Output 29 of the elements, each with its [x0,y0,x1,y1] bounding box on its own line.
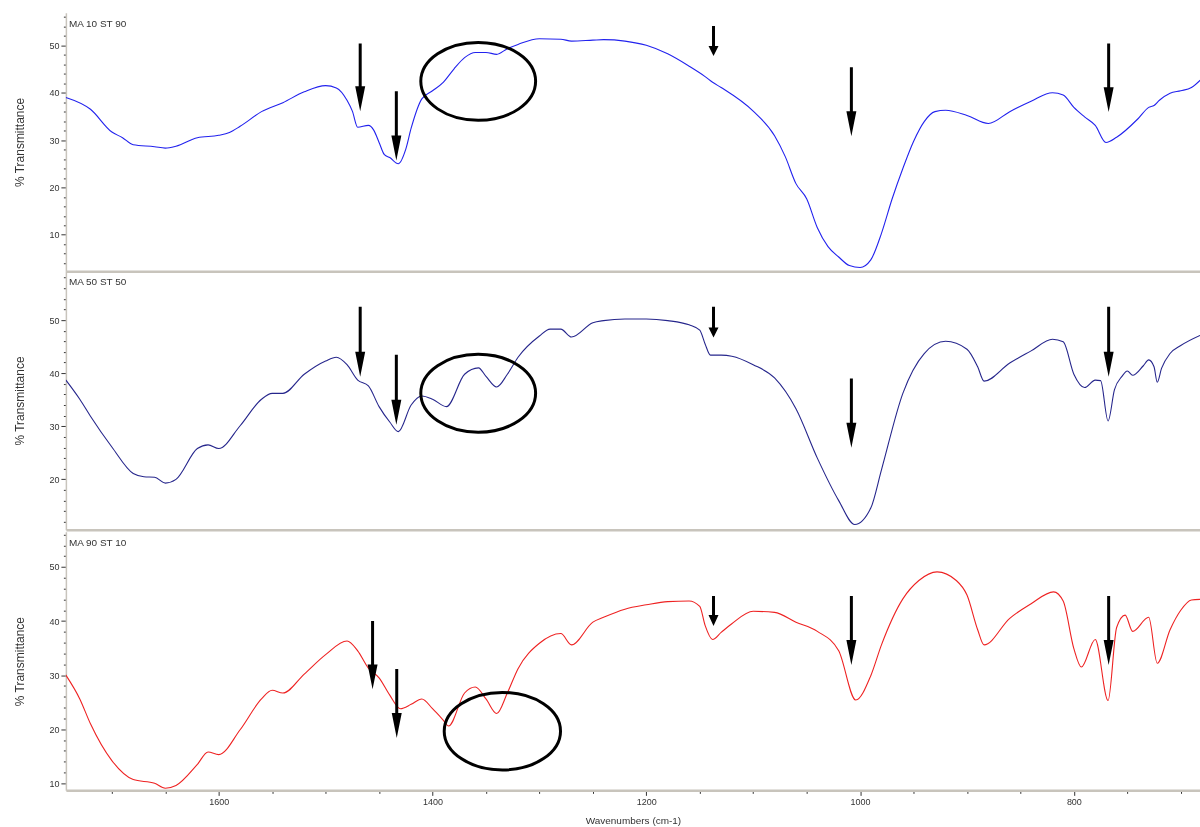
y-tick-label: 30 [49,421,60,432]
y-tick-label: 40 [49,88,60,99]
y-tick-label: 10 [49,230,60,241]
line-series [65,318,1200,526]
y-tick-label: 50 [49,562,60,573]
x-tick-label: 1000 [850,796,871,807]
x-tick-label: 1600 [209,796,230,807]
y-tick-label: 20 [49,724,60,735]
x-axis-title: Wavenumbers (cm-1) [585,814,682,826]
y-tick-label: 30 [49,135,60,146]
y-axis-title: % Transmittance [13,356,28,446]
y-tick-label: 30 [49,670,60,681]
y-tick-label: 20 [49,474,60,485]
x-tick-label: 1200 [636,796,657,807]
chart-title: MA 50 ST 50 [68,276,127,288]
y-tick-label: 40 [49,368,60,379]
y-axis-title: % Transmittance [13,97,28,188]
x-tick-label: 1400 [423,796,444,807]
line-series [65,571,1200,789]
y-tick-label: 50 [49,315,60,326]
text: MA 90 ST 10 [68,536,127,548]
y-tick-label: 50 [49,40,60,51]
line-series [65,38,1200,268]
y-tick-label: 20 [49,182,60,193]
x-tick-label: 800 [1066,796,1082,807]
y-tick-label: 40 [49,616,60,627]
y-axis-title: % Transmittance [13,616,28,707]
y-tick-label: 10 [49,778,60,789]
chart-title: MA 10 ST 90 [68,17,127,29]
